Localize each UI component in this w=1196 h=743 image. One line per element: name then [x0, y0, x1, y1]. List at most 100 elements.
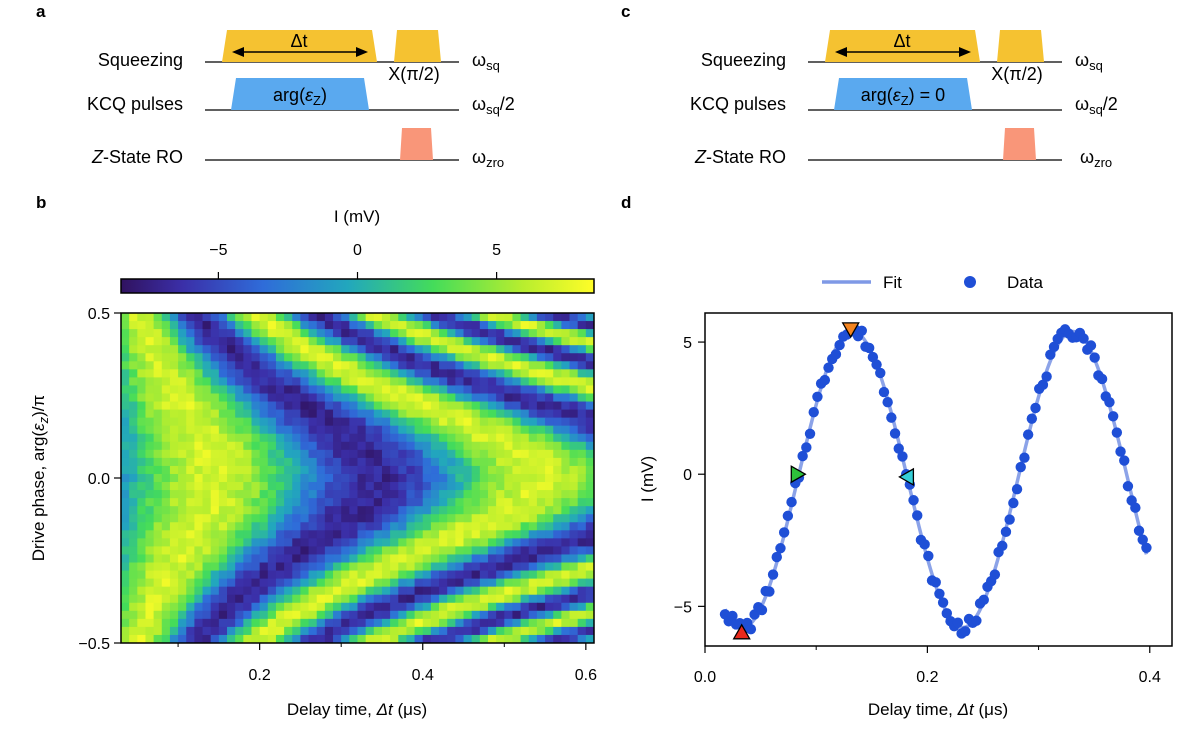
heatmap-cell	[333, 634, 342, 643]
heatmap-cell	[284, 554, 293, 564]
heatmap-cell	[178, 586, 187, 596]
heatmap-cell	[487, 425, 497, 435]
marker-red-up	[732, 623, 751, 640]
heatmap-cell	[284, 337, 293, 346]
heatmap-cell	[487, 473, 497, 483]
heatmap-cell	[553, 329, 562, 338]
heatmap-cell	[308, 490, 318, 499]
heatmap-cell	[316, 321, 326, 330]
heatmap-cell	[243, 634, 253, 643]
heatmap-cell	[194, 602, 204, 612]
heatmap-cell	[121, 441, 130, 451]
heatmap-cell	[259, 626, 269, 636]
heatmap-cell	[463, 441, 473, 451]
heatmap-cell	[284, 361, 293, 370]
heatmap-cell	[455, 498, 465, 507]
heatmap-cell	[169, 586, 179, 596]
heatmap-cell	[251, 586, 261, 596]
heatmap-cell	[504, 401, 514, 411]
heatmap-cell	[398, 626, 408, 636]
heatmap-cell	[479, 433, 489, 443]
heatmap-cell	[145, 506, 155, 515]
heatmap-cell	[455, 449, 465, 459]
heatmap-cell	[210, 570, 220, 580]
heatmap-cell	[251, 401, 261, 411]
heatmap-cell	[275, 562, 285, 572]
heatmap-cell	[259, 337, 269, 346]
heatmap-cell	[341, 490, 350, 499]
heatmap-cell	[243, 401, 253, 411]
heatmap-cell	[528, 594, 538, 604]
heatmap-cell	[479, 385, 489, 395]
heatmap-cell	[161, 441, 171, 451]
heatmap-cell	[300, 313, 310, 322]
data-point	[1045, 349, 1056, 360]
heatmap-cell	[349, 417, 359, 427]
heatmap-cell	[235, 514, 244, 523]
heatmap-cell	[528, 425, 538, 435]
heatmap-cell	[536, 482, 546, 491]
heatmap-cell	[169, 538, 179, 548]
heatmap-cell	[137, 457, 147, 467]
heatmap-cell	[316, 522, 326, 531]
heatmap-cell	[577, 490, 587, 499]
heatmap-cell	[398, 586, 408, 596]
heatmap-cell	[512, 498, 522, 507]
heatmap-cell	[324, 586, 334, 596]
heatmap-cell	[479, 554, 489, 564]
heatmap-cell	[414, 393, 424, 403]
heatmap-cell	[414, 433, 424, 443]
heatmap-cell	[202, 562, 212, 572]
heatmap-cell	[324, 313, 334, 322]
heatmap-cell	[194, 457, 204, 467]
heatmap-cell	[406, 369, 416, 378]
heatmap-cell	[512, 522, 522, 531]
heatmap-cell	[381, 449, 391, 459]
freq-squeezing-c: ωsq	[1075, 50, 1103, 73]
heatmap-cell	[430, 498, 440, 507]
heatmap-cell	[512, 602, 522, 612]
heatmap-cell	[284, 498, 293, 507]
heatmap-cell	[439, 345, 448, 354]
heatmap-cell	[235, 385, 244, 395]
heatmap-cell	[381, 514, 391, 523]
heatmap-cell	[430, 610, 440, 620]
heatmap-cell	[406, 546, 416, 556]
heatmap-cell	[545, 393, 554, 403]
heatmap-cell	[194, 465, 204, 475]
heatmap-cell	[218, 313, 228, 322]
heatmap-cell	[316, 602, 326, 612]
heatmap-cell	[308, 514, 318, 523]
data-point	[941, 608, 953, 619]
heatmap-cell	[300, 409, 310, 419]
heatmap-cell	[210, 393, 220, 403]
heatmap-cell	[218, 449, 228, 459]
heatmap-cell	[455, 634, 465, 643]
heatmap-cell	[235, 425, 244, 435]
heatmap-cell	[447, 337, 456, 346]
heatmap-cell	[300, 361, 310, 370]
heatmap-cell	[145, 514, 155, 523]
heatmap-cell	[259, 482, 269, 491]
heatmap-cell	[235, 417, 244, 427]
heatmap-cell	[390, 433, 399, 443]
heatmap-cell	[447, 353, 456, 362]
heatmap-cell	[536, 385, 546, 395]
heatmap-cell	[528, 369, 538, 378]
heatmap-cell	[520, 433, 530, 443]
heatmap-cell	[365, 377, 375, 387]
heatmap-cell	[169, 594, 179, 604]
heatmap-cell	[227, 321, 236, 330]
heatmap-cell	[251, 393, 261, 403]
heatmap-cell	[422, 602, 432, 612]
data-point	[908, 495, 919, 506]
heatmap-cell	[259, 514, 269, 523]
heatmap-cell	[504, 586, 514, 596]
heatmap-cell	[259, 401, 269, 411]
heatmap-cell	[121, 570, 130, 580]
heatmap-cell	[243, 409, 253, 419]
heatmap-cell	[161, 554, 171, 564]
heatmap-cell	[341, 425, 350, 435]
heatmap-cell	[292, 465, 302, 475]
heatmap-cell	[324, 473, 334, 483]
